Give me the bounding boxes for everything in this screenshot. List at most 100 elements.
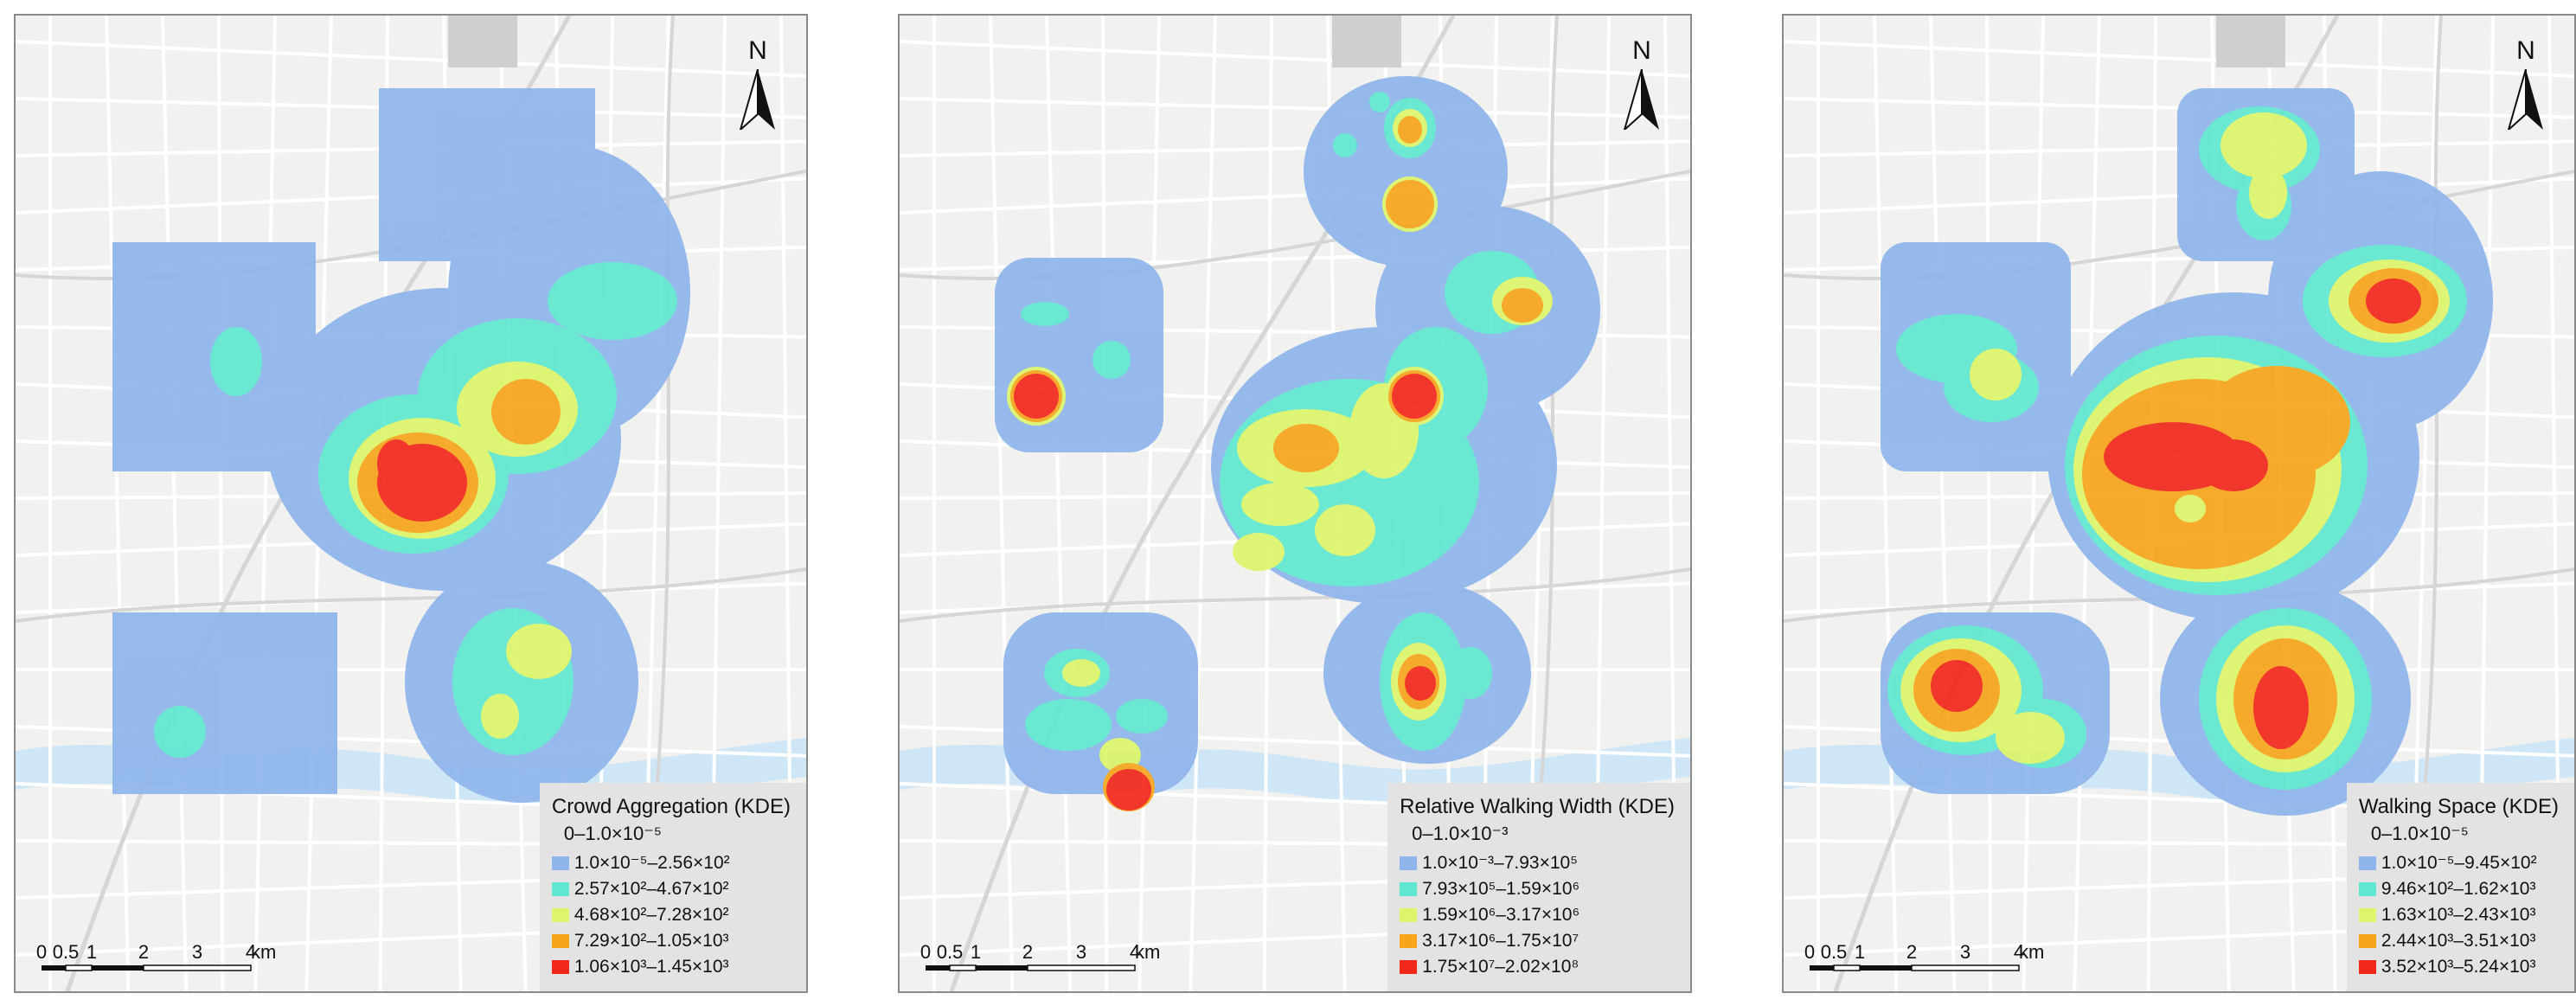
legend-item: 1.0×10⁻⁵–2.56×10² [551,852,791,874]
legend-item: 1.63×10³–2.43×10³ [2358,905,2559,926]
kde-zone-5 [1405,666,1436,701]
legend-item-label: 1.0×10⁻⁵–9.45×10² [2381,853,2537,873]
road-major [900,170,1690,280]
legend: Relative Walking Width (KDE) 0–1.0×10⁻³ … [1387,783,1690,991]
legend-item-label: 3.52×10³–5.24×10³ [2381,957,2536,977]
legend-swatch [2358,960,2376,974]
road [900,40,1690,78]
scale-bar-graphic [42,964,252,971]
legend-item-label: 2.57×10²–4.67×10² [574,879,729,899]
kde-zone-2 [1093,341,1131,379]
scale-tick-label: 1 [1854,941,1866,963]
scale-bar: 0 0.5 1 2 3 4 km [35,941,294,976]
kde-zone-3 [506,624,572,679]
map-panel-crowd-aggregation: N 0 0.5 1 2 3 4 km Crowd Aggregation (KD… [14,14,808,993]
legend-item: 1.0×10⁻³–7.93×10⁵ [1400,852,1675,874]
kde-zone-4 [1398,116,1422,144]
north-label: N [1632,36,1651,65]
scale-bar: 0 0.5 1 2 3 4 km [919,941,1178,976]
kde-zone-2 [154,706,206,758]
road [900,97,1690,119]
kde-zone-3 [1996,712,2065,764]
road [900,139,1690,157]
legend-zero-class: 0–1.0×10⁻⁵ [563,823,662,844]
legend-swatch [551,882,569,896]
legend-item-label: 4.68×10²–7.28×10² [574,905,729,925]
legend-item-label: 9.46×10²–1.62×10³ [2381,879,2536,899]
legend-swatch [1400,960,1418,974]
scale-tick-label: 2 [1906,941,1918,963]
kde-zone-2 [1438,339,1469,367]
road [1101,16,1109,991]
kde-zone-4 [1273,424,1339,472]
kde-zone-5 [2199,439,2268,491]
scale-tick-label: 4 [245,941,257,963]
legend-item-label: 1.0×10⁻³–7.93×10⁵ [1422,853,1578,873]
road [217,16,225,991]
scale-tick-label: 0.5 [936,941,964,963]
map-panel-walking-space: N 0 0.5 1 2 3 4 km Walking Space (KDE) 0… [1782,14,2576,993]
road [1873,16,1899,991]
north-arrow-icon [1623,69,1659,130]
kde-zone-5 [1392,374,1437,419]
kde-zone-1 [995,258,1163,452]
kde-zone-5 [1931,660,1983,712]
kde-zone-3 [1062,659,1100,687]
road [105,16,131,991]
legend-item-label: 7.29×10²–1.05×10³ [574,931,729,951]
kde-zone-3 [481,694,519,739]
legend-item: 7.29×10²–1.05×10³ [551,931,791,952]
north-label: N [2516,36,2535,65]
kde-zone-5 [377,439,415,488]
legend-item: 4.68×10²–7.28×10² [551,905,791,926]
road [1189,16,1217,991]
kde-zone-3 [1970,349,2022,400]
legend-swatch [2358,908,2376,922]
kde-zone-5 [1106,769,1151,811]
kde-zone-3 [2175,495,2206,522]
kde-zone-2 [1025,699,1112,751]
legend-item: 2.44×10³–3.51×10³ [2358,931,2559,952]
legend: Walking Space (KDE) 0–1.0×10⁻⁵ 1.0×10⁻⁵–… [2346,783,2574,991]
scale-bar-graphic [926,964,1136,971]
scale-tick-label: 4 [1129,941,1141,963]
legend-item: 1.59×10⁶–3.17×10⁶ [1400,905,1675,926]
kde-zone-2 [1369,92,1390,112]
kde-zone-3 [1241,483,1319,526]
legend-item: 2.57×10²–4.67×10² [551,879,791,900]
kde-zone-4 [1386,180,1434,228]
legend-item: 7.93×10⁵–1.59×10⁶ [1400,879,1675,900]
kde-zone-4 [491,379,561,445]
north-arrow: N [2502,36,2550,131]
legend-swatch [2358,855,2376,870]
legend-swatch [1400,934,1418,948]
kde-zone-2 [1333,133,1357,157]
kde-zone-2 [210,327,262,396]
legend-swatch [2358,934,2376,948]
north-label: N [748,36,767,65]
kde-overlay [1881,88,2493,816]
kde-zone-4 [1502,288,1543,323]
scale-tick-label: 1 [86,941,98,963]
legend-title: Walking Space (KDE) [2358,795,2559,818]
map-panel-relative-walking-width: N 0 0.5 1 2 3 4 km Relative Walking Widt… [898,14,1692,993]
kde-zone-1 [112,612,337,794]
legend-zero-class: 0–1.0×10⁻⁵ [2370,823,2469,844]
scale-tick-label: 0.5 [52,941,80,963]
scale-tick-label: 3 [1075,941,1087,963]
legend-item: 1.06×10³–1.45×10³ [551,957,791,977]
kde-overlay [112,88,690,803]
kde-overlay [995,76,1600,811]
north-arrow: N [1618,36,1666,131]
legend-item: 9.46×10²–1.62×10³ [2358,879,2559,900]
legend-item: 3.17×10⁶–1.75×10⁷ [1400,931,1675,952]
legend-item-label: 1.59×10⁶–3.17×10⁶ [1422,905,1580,925]
building-block [2216,16,2285,67]
scale-tick-label: 2 [138,941,150,963]
legend-item: 1.75×10⁷–2.02×10⁸ [1400,957,1675,977]
scale-unit: km [1135,941,1161,963]
legend-swatch [1400,908,1418,922]
legend-item-label: 1.06×10³–1.45×10³ [574,957,729,977]
scale-bar: 0 0.5 1 2 3 4 km [1803,941,2062,976]
kde-zone-3 [1315,504,1375,556]
